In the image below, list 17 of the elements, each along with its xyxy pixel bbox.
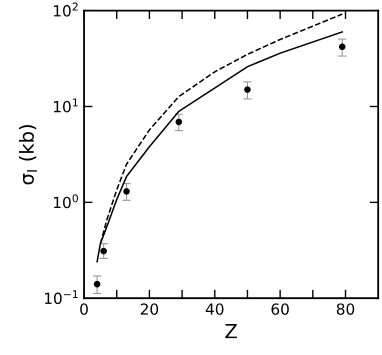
point [123, 188, 130, 195]
y-tick-label: 10$^{0}$ [54, 194, 78, 208]
y-axis-title: σ$_{I}$ (kb) [18, 125, 37, 184]
x-tick-label: 60 [271, 303, 289, 315]
point [100, 248, 107, 254]
x-axis-title: Z [225, 324, 237, 338]
y-tick-label: 10$^{−1}$ [44, 290, 78, 304]
y-tick-label: 10$^{2}$ [54, 2, 78, 17]
point [338, 44, 346, 50]
point [94, 280, 100, 288]
x-tick-label: 40 [206, 303, 224, 315]
x-tick-label: 0 [80, 303, 88, 315]
point [244, 86, 251, 93]
x-tick-label: 80 [336, 303, 354, 315]
x-tick-label: 20 [140, 303, 158, 315]
point [176, 118, 182, 126]
y-tick-label: 10$^{1}$ [54, 98, 78, 112]
